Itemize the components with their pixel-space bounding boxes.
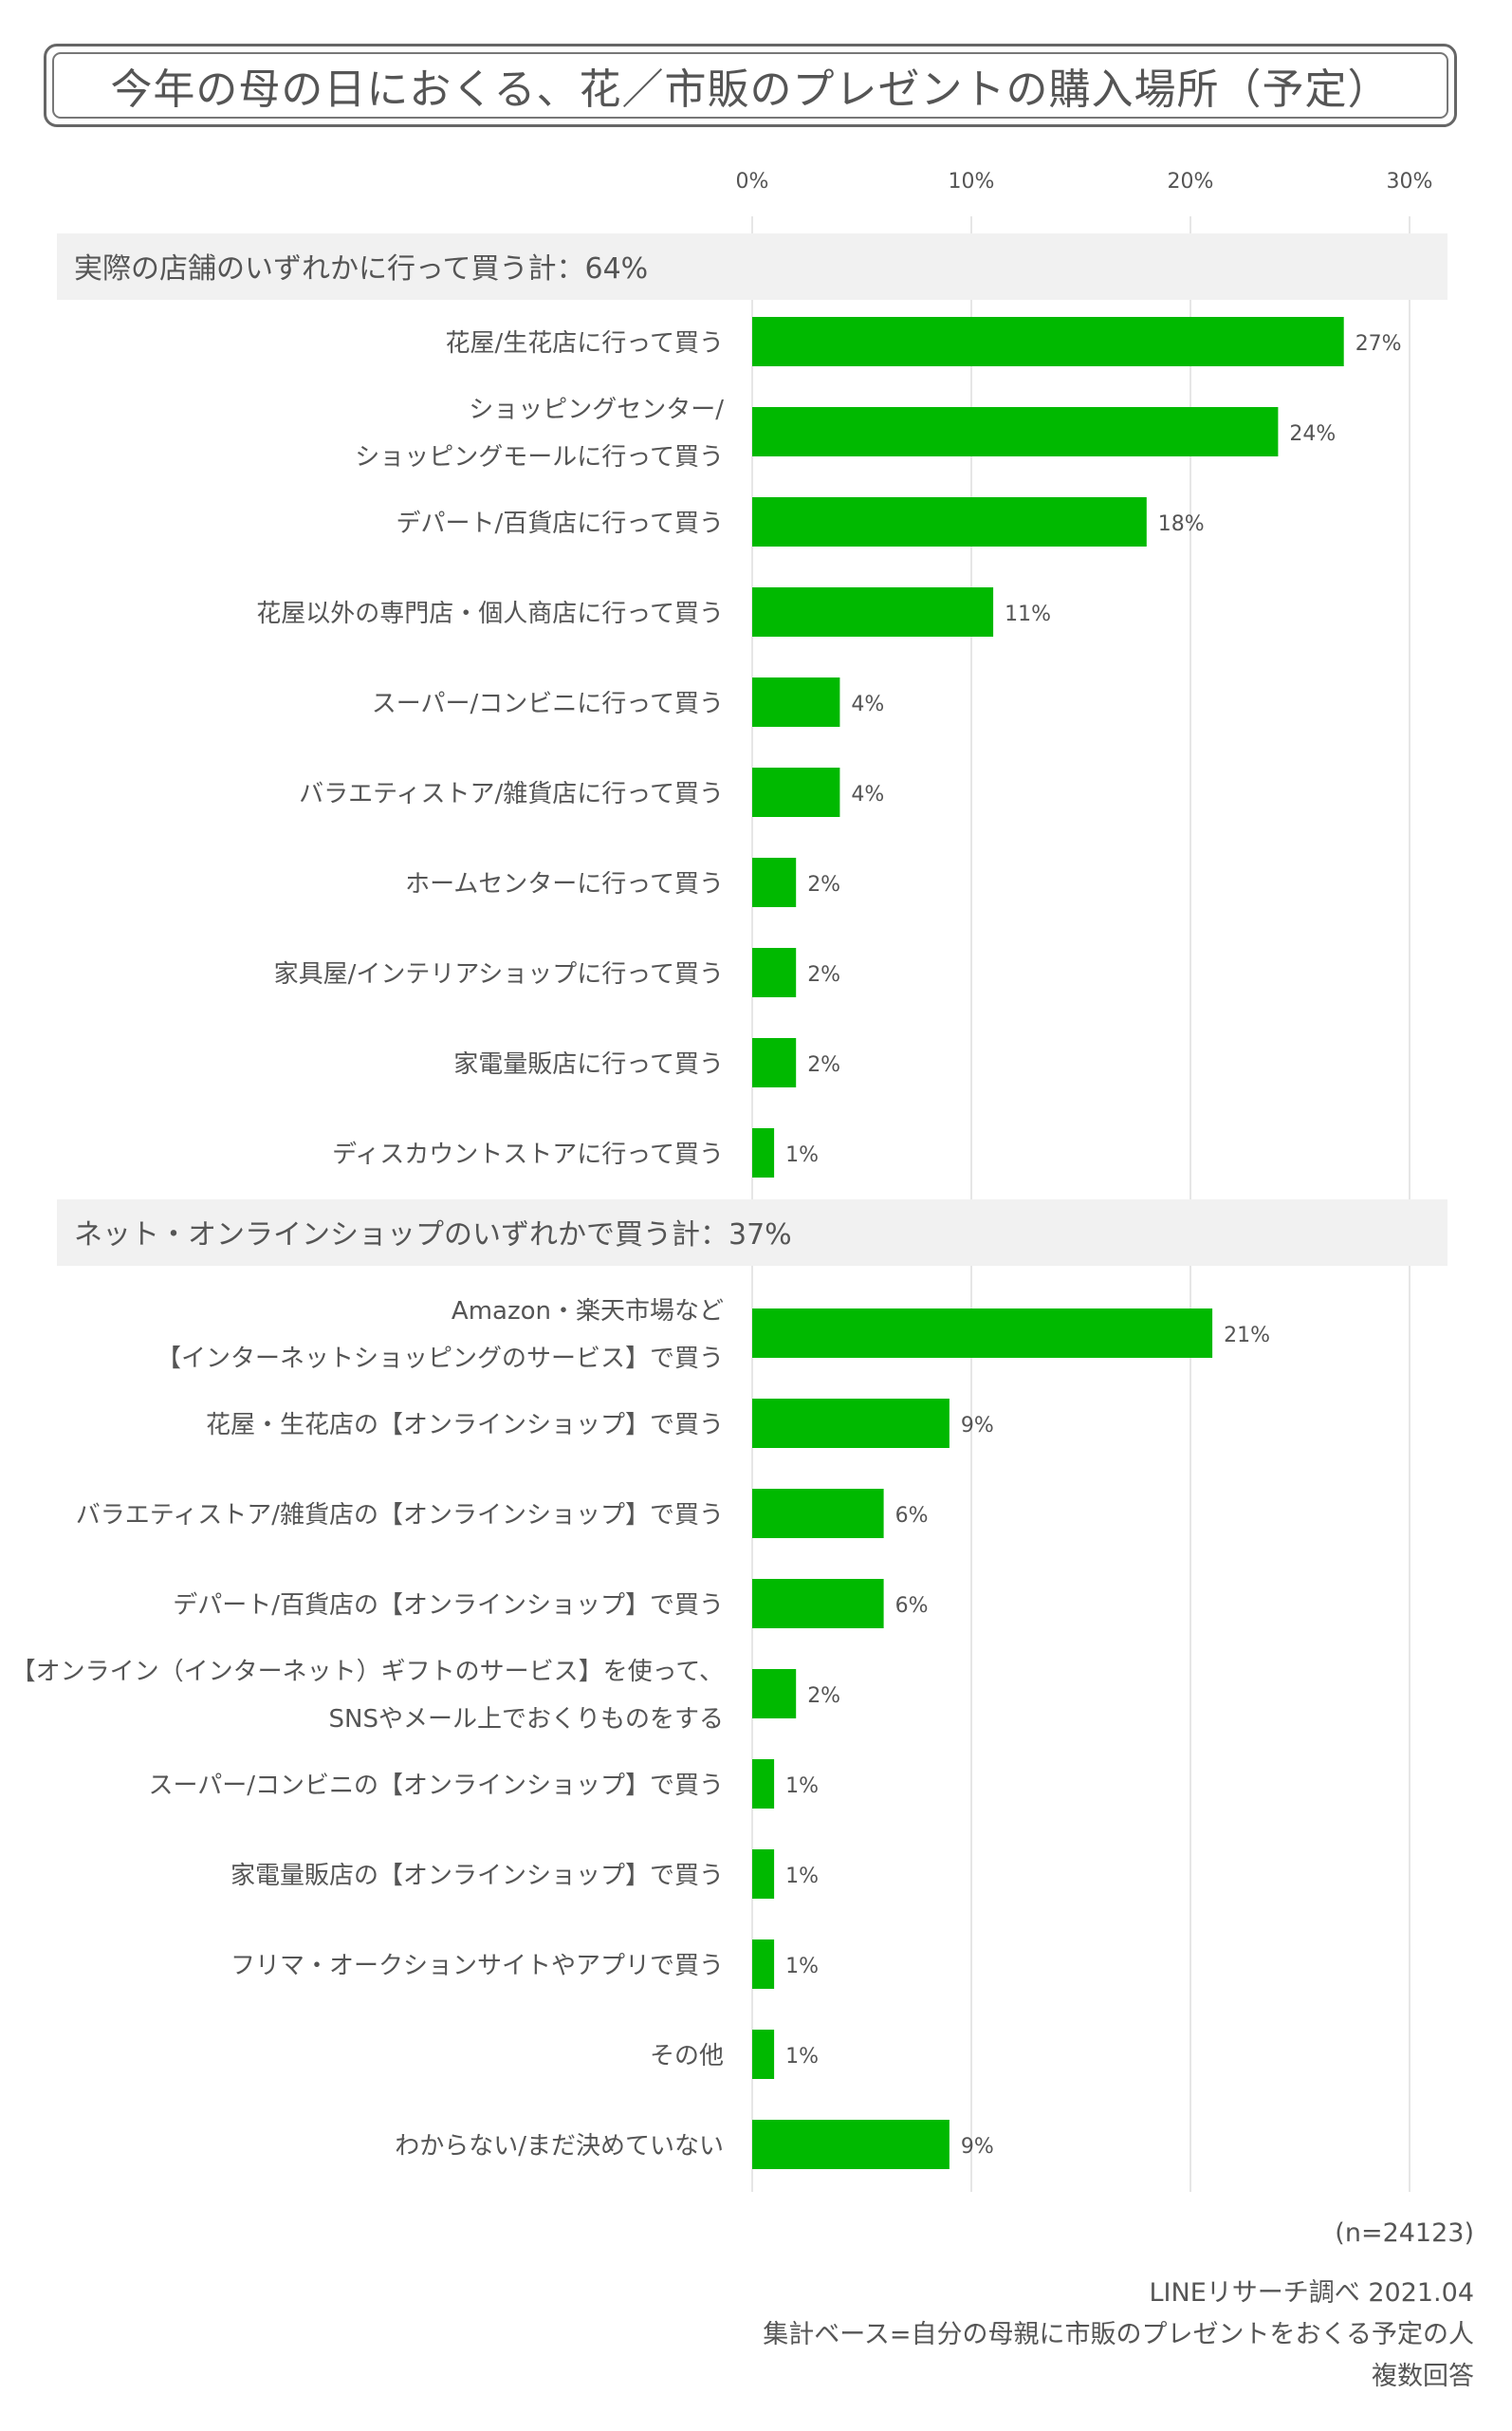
category-label: デパート/百貨店に行って買う [396,510,724,538]
category-label: その他 [650,2042,724,2070]
bar [752,1038,797,1087]
group-header: ネット・オンラインショップのいずれかで買う計：37% [74,1218,792,1252]
category-label: 家電量販店に行って買う [453,1050,724,1079]
x-tick-label: 0% [736,170,769,194]
category-label: バラエティストア/雑貨店の【オンラインショップ】で買う [76,1501,724,1530]
x-tick-label: 10% [949,170,995,194]
answer-type-note: 複数回答 [1372,2362,1474,2391]
group-header-band [57,1199,1447,1266]
bar [752,948,797,997]
data-label: 21% [1224,1324,1270,1347]
bar [752,1128,775,1178]
x-tick-label: 30% [1387,170,1433,194]
category-label: デパート/百貨店の【オンラインショップ】で買う [173,1591,724,1620]
bar [752,587,994,637]
data-label: 1% [785,1774,819,1798]
data-label: 1% [785,1955,819,1978]
bar [752,1399,950,1448]
category-label: 【インターネットショッピングのサービス】で買う [157,1345,724,1373]
sample-size: (n=24123) [1335,2218,1474,2248]
data-label: 4% [851,783,884,807]
category-label: フリマ・オークションサイトやアプリで買う [230,1952,724,1980]
data-label: 18% [1158,512,1205,536]
category-label: バラエティストア/雑貨店に行って買う [299,780,724,808]
category-label: スーパー/コンビニに行って買う [372,690,724,718]
category-label: 花屋・生花店の【オンラインショップ】で買う [206,1411,724,1439]
bar-chart: 実際の店舗のいずれかに行って買う計：64% 27% 花屋/生花店に行って買う 24% シ… [11,170,1447,2192]
chart-title: 今年の母の日におくる、花／市販のプレゼントの購入場所（予定） [110,65,1391,114]
x-tick-label: 20% [1168,170,1214,194]
bar [752,497,1147,547]
category-label: ディスカウントストアに行って買う [332,1141,724,1169]
category-label: Amazon・楽天市場など [452,1297,724,1326]
data-label: 1% [785,1143,819,1167]
data-label: 1% [785,1865,819,1888]
data-label: 2% [807,1684,840,1708]
bar [752,1669,797,1718]
category-label: 家電量販店の【オンラインショップ】で買う [230,1862,724,1890]
base-note: 集計ベース=自分の母親に市販のプレゼントをおくる予定の人 [763,2320,1474,2349]
category-label: 家具屋/インテリアショップに行って買う [274,960,724,989]
data-label: 1% [785,2045,819,2069]
title-inner-frame: 今年の母の日におくる、花／市販のプレゼントの購入場所（予定） [52,52,1448,119]
source-note: LINEリサーチ調べ 2021.04 [1149,2278,1475,2308]
category-label: ホームセンターに行って買う [405,870,724,899]
bar [752,677,840,727]
bar [752,768,840,817]
bar [752,317,1344,366]
category-label: 【オンライン（インターネット）ギフトのサービス】を使って、 [11,1658,724,1686]
bar [752,1308,1213,1358]
category-label: ショッピングモールに行って買う [355,443,724,472]
bar [752,1759,775,1809]
bar [752,2120,950,2169]
data-label: 11% [1005,603,1051,626]
group-header: 実際の店舗のいずれかに行って買う計：64% [74,252,648,286]
bar [752,1489,884,1538]
bar [752,2030,775,2079]
category-label: わからない/まだ決めていない [395,2132,724,2161]
bar [752,858,797,907]
category-label: 花屋/生花店に行って買う [446,329,724,358]
bar [752,1849,775,1899]
data-label: 9% [961,2135,994,2159]
category-label: ショッピングセンター/ [469,396,724,424]
data-label: 2% [807,1053,840,1077]
bar [752,407,1279,456]
category-label: SNSやメール上でおくりものをする [329,1705,724,1734]
data-label: 6% [895,1594,929,1618]
bar [752,1579,884,1628]
data-label: 2% [807,963,840,987]
data-label: 9% [961,1414,994,1438]
data-label: 2% [807,873,840,897]
category-label: スーパー/コンビニの【オンラインショップ】で買う [148,1772,724,1800]
data-label: 6% [895,1504,929,1528]
category-label: 花屋以外の専門店・個人商店に行って買う [256,600,724,628]
title-frame: 今年の母の日におくる、花／市販のプレゼントの購入場所（予定） [44,44,1457,127]
data-label: 24% [1289,422,1336,446]
data-label: 27% [1355,332,1402,356]
bar [752,1939,775,1989]
group-header-band [57,233,1447,300]
data-label: 4% [851,693,884,716]
